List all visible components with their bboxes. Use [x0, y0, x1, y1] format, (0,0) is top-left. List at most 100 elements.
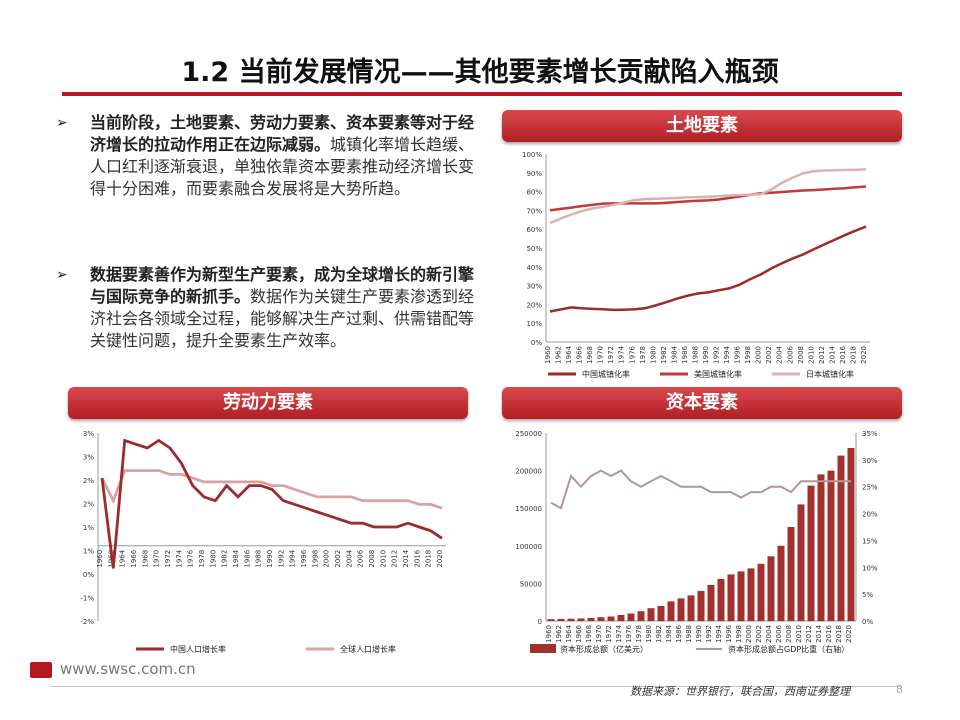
- footer-url[interactable]: www.swsc.com.cn: [60, 660, 196, 678]
- bullet-arrow-icon: ➢: [56, 267, 68, 283]
- capital-bar: [827, 470, 835, 621]
- y-tick-label: 70%: [526, 207, 542, 215]
- capital-bar: [687, 595, 695, 621]
- x-tick-label: 2018: [849, 346, 857, 364]
- x-tick-label: 1982: [660, 346, 668, 364]
- capital-bar: [637, 611, 645, 621]
- x-tick-label: 2008: [797, 346, 805, 364]
- x-tick-label: 2002: [334, 550, 342, 568]
- legend-label-0: 中国人口增长率: [170, 644, 226, 654]
- series-line-ratio: [550, 469, 851, 510]
- capital-bar: [737, 571, 745, 621]
- series-line-1: [549, 185, 867, 212]
- legend-label-1: 资本形成总额占GDP比重（右轴）: [728, 644, 849, 654]
- capital-bar: [707, 584, 715, 621]
- x-tick-label: 1994: [723, 345, 731, 363]
- x-tick-label: 1972: [607, 346, 615, 364]
- x-tick-label: 1962: [555, 625, 563, 643]
- x-tick-label: 1968: [585, 625, 593, 643]
- capital-bar: [647, 608, 655, 621]
- x-tick-label: 1990: [266, 550, 274, 568]
- y-tick-label: 60%: [526, 226, 542, 234]
- x-tick-label: 1998: [735, 625, 743, 643]
- y-tick-label-left: 50000: [520, 580, 542, 588]
- x-tick-label: 1994: [715, 624, 723, 642]
- x-tick-label: 2016: [825, 624, 833, 642]
- capital-bar: [847, 448, 855, 621]
- x-tick-label: 1970: [153, 550, 161, 568]
- capital-bar: [677, 598, 685, 621]
- y-tick-label-right: 30%: [862, 457, 878, 465]
- legend-label-1: 全球人口增长率: [340, 644, 396, 654]
- x-tick-label: 1998: [311, 550, 319, 568]
- x-tick-label: 1982: [655, 625, 663, 643]
- x-tick-label: 1996: [725, 624, 733, 642]
- land-chart: 0%10%20%30%40%50%60%70%80%90%100%1960 196…: [522, 151, 870, 379]
- x-tick-label: 1982: [221, 550, 229, 568]
- x-tick-label: 2010: [379, 550, 387, 568]
- x-tick-label: 2008: [785, 625, 793, 643]
- y-tick-label-left: 200000: [515, 468, 542, 476]
- x-tick-label: 1996: [734, 345, 742, 363]
- x-tick-label: 2000: [755, 346, 763, 364]
- y-tick-label: 0%: [531, 339, 542, 347]
- x-tick-label: 2008: [368, 550, 376, 568]
- capital-bar: [747, 568, 755, 621]
- legend-label-0: 资本形成总额（亿美元）: [560, 644, 648, 654]
- capital-bar: [577, 618, 585, 621]
- page-number: 8: [896, 683, 903, 696]
- bullet-1-text: 城镇化率增长趋缓、人口红利逐渐衰退，单独依靠资本要素推动经济增长变得十分困难，而…: [90, 135, 475, 198]
- y-tick-label-right: 15%: [862, 537, 878, 545]
- y-tick-label-right: 5%: [862, 591, 873, 599]
- y-tick-label: 2%: [83, 477, 94, 485]
- capital-chart: 0 50000 100000 150000 200000 250000 0% 5% 10% 15%…: [515, 430, 878, 654]
- capital-bar: [617, 615, 625, 621]
- y-tick-label: 10%: [526, 320, 542, 328]
- capital-bar: [567, 618, 575, 621]
- footer-divider: [50, 686, 902, 687]
- bullet-1-bold: 当前阶段，土地要素、劳动力要素、资本要素等对于经济增长的拉动作用正在边际减弱。: [90, 113, 475, 154]
- x-tick-label: 1978: [635, 625, 643, 643]
- bullet-2-text: 数据作为关键生产要素渗透到经济社会各领域全过程，能够解决生产过剩、供需错配等关键…: [90, 287, 475, 350]
- x-tick-label: 2002: [755, 625, 763, 643]
- x-tick-label: 1976: [187, 549, 195, 567]
- y-tick-label: 40%: [526, 264, 542, 272]
- x-tick-label: 1966: [576, 345, 584, 363]
- x-tick-label: 1992: [705, 625, 713, 643]
- y-tick-label-right: 35%: [862, 430, 878, 438]
- x-tick-label: 2006: [775, 624, 783, 642]
- y-tick-label-right: 10%: [862, 564, 878, 572]
- capital-bar: [657, 606, 665, 621]
- x-tick-label: 2006: [786, 345, 794, 363]
- x-tick-label: 1986: [243, 549, 251, 567]
- y-tick-label-right: 25%: [862, 484, 878, 492]
- x-tick-label: 1984: [232, 549, 240, 567]
- x-tick-label: 1964: [565, 624, 573, 642]
- capital-bar: [667, 601, 675, 621]
- x-tick-label: 1974: [175, 549, 183, 567]
- x-tick-label: 1984: [670, 345, 678, 363]
- labor-chart: -2%-1%0%1%1%2%2%3%3%1960 1962 1964 1966 1968…: [80, 430, 446, 654]
- x-tick-label: 1990: [702, 346, 710, 364]
- y-tick-label-right: 0%: [862, 618, 873, 626]
- capital-bar: [697, 590, 705, 621]
- x-tick-label: 1966: [130, 549, 138, 567]
- x-tick-label: 1960: [545, 625, 553, 643]
- x-tick-label: 1980: [649, 346, 657, 364]
- x-tick-label: 2006: [357, 549, 365, 567]
- x-tick-label: 1988: [685, 625, 693, 643]
- y-tick-label: 50%: [526, 245, 542, 253]
- data-source: 数据来源：世界银行，联合国，西南证券整理: [630, 685, 850, 698]
- x-tick-label: 1984: [665, 624, 673, 642]
- x-tick-label: 1972: [605, 625, 613, 643]
- capital-bar: [767, 556, 775, 621]
- x-tick-label: 2010: [807, 346, 815, 364]
- x-tick-label: 1964: [119, 549, 127, 567]
- x-tick-label: 1960: [96, 550, 104, 568]
- labor-banner: 劳动力要素: [68, 387, 468, 419]
- y-tick-label: 0%: [83, 571, 94, 579]
- legend-label-2: 日本城镇化率: [806, 369, 854, 379]
- y-tick-label: 100%: [522, 151, 542, 159]
- x-tick-label: 2014: [828, 345, 836, 363]
- x-tick-label: 2012: [391, 550, 399, 568]
